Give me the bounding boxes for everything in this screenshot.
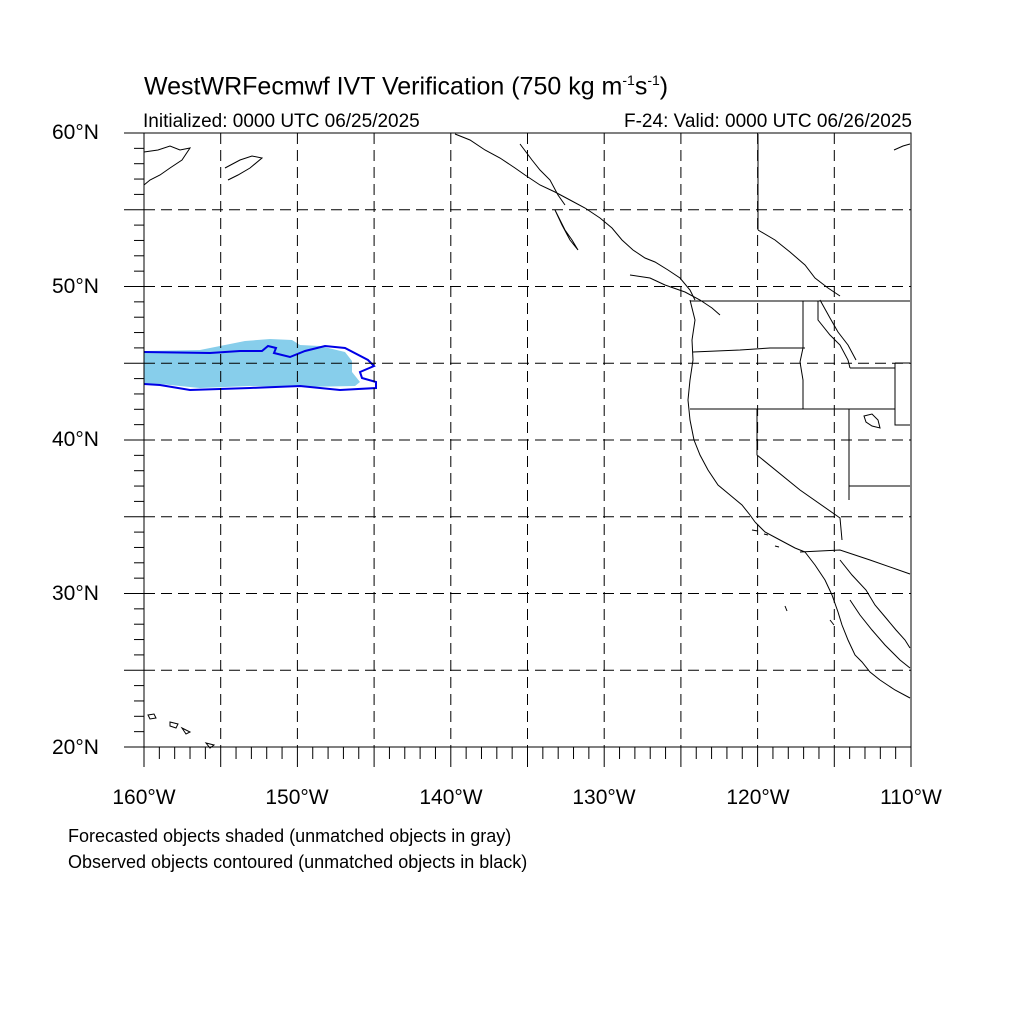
coastlines <box>143 133 911 749</box>
observed-note: Observed objects contoured (unmatched ob… <box>68 852 528 872</box>
lon-label: 120°W <box>726 786 790 809</box>
map-title: WestWRFecmwf IVT Verification (750 kg m-… <box>144 72 668 101</box>
lon-label: 150°W <box>265 786 329 809</box>
lat-label: 40°N <box>52 428 99 451</box>
graticule <box>144 133 911 747</box>
title-close: ) <box>659 72 669 101</box>
lon-label: 130°W <box>572 786 636 809</box>
lon-label: 160°W <box>112 786 176 809</box>
lat-label: 50°N <box>52 275 99 298</box>
lon-label: 140°W <box>419 786 483 809</box>
lat-label: 30°N <box>52 582 99 605</box>
lon-label: 110°W <box>880 786 942 809</box>
title-exponent-2: -1 <box>647 72 660 88</box>
lat-label: 60°N <box>52 121 99 144</box>
title-exponent-1: -1 <box>622 72 635 88</box>
political-borders <box>690 134 911 575</box>
lat-label: 20°N <box>52 736 99 759</box>
observed-ivt-contour <box>143 344 377 392</box>
axis-ticks <box>124 132 912 767</box>
map-title-main: WestWRFecmwf IVT Verification (750 kg m <box>144 72 623 101</box>
title-s: s <box>634 72 648 101</box>
valid-label: F-24: Valid: 0000 UTC 06/26/2025 <box>624 111 912 132</box>
forecast-note: Forecasted objects shaded (unmatched obj… <box>68 826 512 846</box>
initialized-label: Initialized: 0000 UTC 06/25/2025 <box>143 111 420 132</box>
